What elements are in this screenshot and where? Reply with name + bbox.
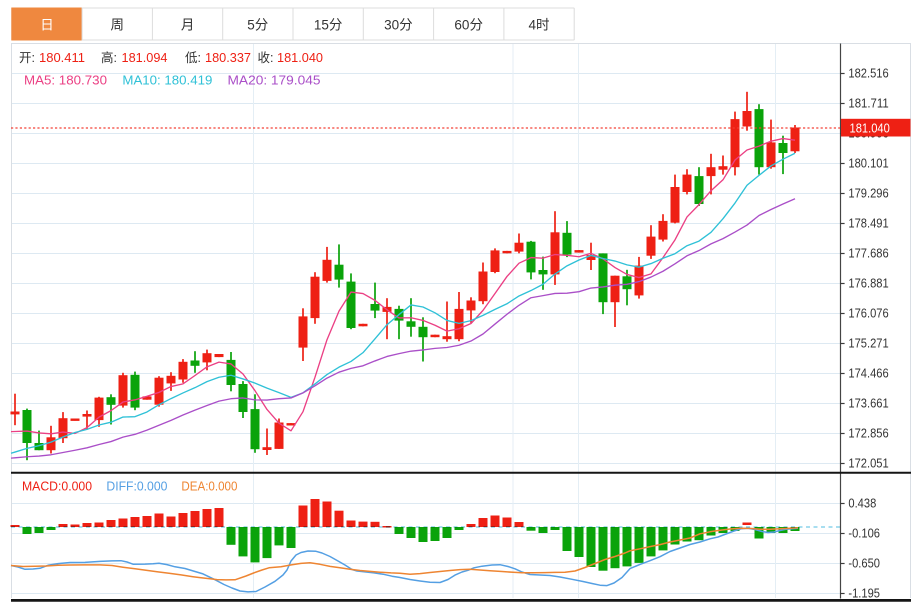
svg-text:-0.106: -0.106: [848, 526, 880, 541]
svg-text:176.076: 176.076: [848, 306, 888, 321]
svg-text:172.856: 172.856: [848, 426, 888, 441]
svg-text:周: 周: [110, 17, 124, 32]
svg-text:180.101: 180.101: [848, 156, 888, 171]
svg-text:低:: 低:: [185, 51, 201, 65]
svg-text:月: 月: [181, 17, 195, 32]
svg-text:181.040: 181.040: [850, 121, 890, 136]
svg-text:175.271: 175.271: [848, 336, 888, 351]
svg-text:181.040: 181.040: [277, 51, 323, 65]
svg-text:DEA:0.000: DEA:0.000: [181, 480, 237, 494]
svg-text:181.711: 181.711: [848, 96, 888, 111]
svg-text:177.686: 177.686: [848, 246, 888, 261]
svg-text:MA20: 179.045: MA20: 179.045: [228, 74, 321, 88]
svg-text:DIFF:0.000: DIFF:0.000: [106, 480, 167, 494]
svg-text:60分: 60分: [454, 17, 483, 32]
svg-text:-0.650: -0.650: [848, 556, 880, 571]
svg-text:0.438: 0.438: [848, 496, 876, 511]
svg-text:-1.195: -1.195: [848, 586, 880, 601]
svg-text:5分: 5分: [247, 17, 268, 32]
svg-text:172.051: 172.051: [848, 456, 888, 471]
svg-text:4时: 4时: [528, 17, 549, 32]
svg-text:MA5: 180.730: MA5: 180.730: [24, 74, 107, 88]
svg-text:开:: 开:: [19, 51, 35, 65]
svg-text:MA10: 180.419: MA10: 180.419: [122, 74, 212, 88]
svg-text:15分: 15分: [314, 17, 343, 32]
svg-text:174.466: 174.466: [848, 366, 888, 381]
svg-text:180.411: 180.411: [39, 51, 85, 65]
svg-text:182.516: 182.516: [848, 66, 888, 81]
svg-text:日: 日: [40, 17, 54, 32]
svg-text:178.491: 178.491: [848, 216, 888, 231]
svg-text:173.661: 173.661: [848, 396, 888, 411]
svg-text:181.094: 181.094: [122, 51, 168, 65]
svg-text:高:: 高:: [101, 50, 117, 65]
svg-text:180.337: 180.337: [205, 51, 251, 65]
svg-text:30分: 30分: [384, 17, 413, 32]
svg-text:收:: 收:: [258, 51, 274, 65]
svg-text:176.881: 176.881: [848, 276, 888, 291]
svg-text:179.296: 179.296: [848, 186, 888, 201]
svg-text:MACD:0.000: MACD:0.000: [22, 480, 92, 494]
